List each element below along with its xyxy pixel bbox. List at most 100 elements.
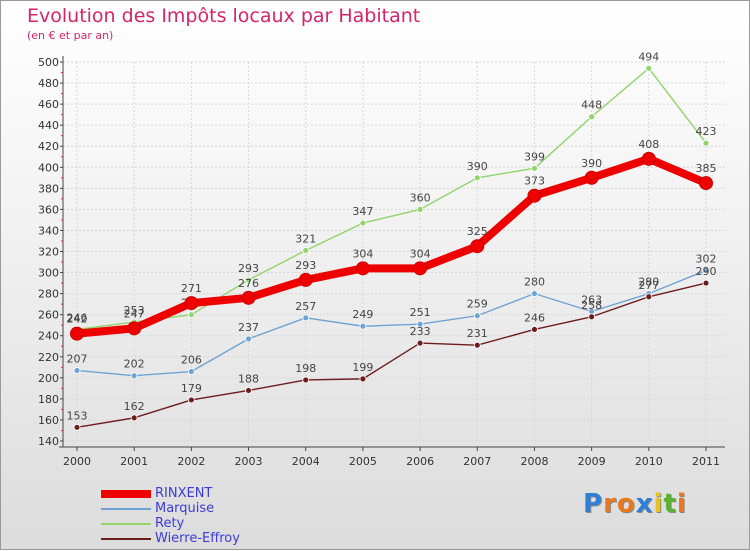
data-point	[245, 276, 252, 284]
data-point	[588, 313, 596, 321]
x-tick-label: 2005	[349, 455, 377, 468]
data-label: 280	[638, 276, 659, 289]
data-point	[473, 341, 481, 349]
data-point	[245, 335, 252, 343]
data-label: 153	[67, 409, 88, 422]
data-label: 325	[467, 225, 488, 238]
legend-swatch	[101, 538, 151, 540]
data-point	[699, 176, 713, 191]
y-tick-label: 360	[38, 203, 59, 216]
x-tick-label: 2003	[235, 455, 263, 468]
y-tick-label: 480	[38, 77, 59, 90]
data-point	[130, 372, 138, 380]
logo-letter: o	[616, 489, 636, 519]
legend-label: Wierre-Effroy	[155, 531, 240, 546]
legend-label: Rety	[155, 516, 185, 531]
y-tick-label: 140	[38, 435, 59, 448]
logo-letter: i	[653, 489, 664, 519]
data-point	[531, 164, 538, 172]
data-label: 423	[696, 125, 717, 138]
data-label: 249	[352, 308, 373, 321]
data-point	[187, 396, 195, 404]
y-tick-label: 500	[38, 56, 59, 69]
x-tick-label: 2008	[520, 455, 548, 468]
data-point	[302, 376, 310, 384]
data-label: 277	[638, 279, 659, 292]
y-tick-label: 420	[38, 140, 59, 153]
y-tick-label: 240	[38, 330, 59, 343]
data-point	[470, 239, 485, 254]
data-label: 390	[581, 157, 602, 170]
data-point	[702, 139, 710, 147]
data-label: 202	[124, 358, 145, 371]
legend-label: RINXENT	[155, 486, 213, 501]
data-point	[127, 321, 142, 336]
series-line-wierre-effroy	[76, 282, 707, 429]
data-label: 246	[524, 311, 545, 324]
data-label: 253	[124, 304, 145, 317]
data-label: 162	[124, 400, 145, 413]
y-tick-label: 180	[38, 393, 59, 406]
data-point	[359, 375, 367, 383]
logo-letter: i	[676, 489, 687, 519]
data-point	[187, 311, 195, 319]
y-tick-label: 320	[38, 246, 59, 259]
data-point	[241, 290, 256, 305]
data-point	[413, 261, 428, 276]
chart-subtitle: (en € et par an)	[27, 29, 114, 42]
y-tick-label: 380	[38, 182, 59, 195]
data-label: 188	[238, 372, 259, 385]
x-tick-label: 2011	[692, 455, 720, 468]
data-point	[298, 272, 313, 287]
data-label: 321	[295, 232, 316, 245]
data-label: 304	[352, 247, 373, 260]
data-label: 276	[238, 277, 259, 290]
data-label: 347	[352, 205, 373, 218]
data-label: 207	[67, 352, 88, 365]
data-point	[702, 279, 710, 287]
y-tick-label: 220	[38, 351, 59, 364]
data-point	[416, 205, 424, 213]
data-point	[359, 219, 367, 227]
data-point	[645, 64, 653, 72]
data-point	[527, 188, 542, 203]
data-label: 231	[467, 327, 488, 340]
legend-item: Marquise	[101, 502, 214, 516]
data-label: 448	[581, 99, 602, 112]
data-point	[473, 312, 481, 320]
series-line-rety	[76, 67, 707, 331]
data-label: 263	[581, 294, 602, 307]
data-label: 290	[696, 265, 717, 278]
data-label: 199	[352, 361, 373, 374]
x-tick-label: 2010	[635, 455, 663, 468]
data-label: 251	[410, 306, 431, 319]
data-point	[359, 322, 367, 330]
data-label: 246	[67, 311, 88, 324]
data-point	[584, 170, 599, 185]
data-label: 247	[124, 307, 145, 320]
data-point	[130, 414, 138, 422]
data-point	[641, 151, 656, 166]
data-point	[187, 368, 195, 375]
legend-item: Wierre-Effroy	[101, 532, 240, 546]
data-point	[473, 174, 481, 182]
data-label: 206	[181, 354, 202, 367]
data-label: 179	[181, 382, 202, 395]
data-label: 242	[67, 313, 88, 326]
x-tick-label: 2006	[406, 455, 434, 468]
data-point	[302, 314, 310, 322]
data-label: 302	[696, 252, 717, 265]
data-label: 257	[295, 300, 316, 313]
data-label: 390	[467, 160, 488, 173]
data-label: 271	[181, 282, 202, 295]
x-tick-label: 2001	[120, 455, 148, 468]
series-line-marquise	[76, 269, 707, 377]
legend-item: Rety	[101, 517, 184, 531]
data-label: 198	[295, 362, 316, 375]
data-point	[531, 326, 538, 333]
data-label: 280	[524, 276, 545, 289]
y-tick-label: 440	[38, 119, 59, 132]
data-label: 494	[638, 50, 659, 63]
